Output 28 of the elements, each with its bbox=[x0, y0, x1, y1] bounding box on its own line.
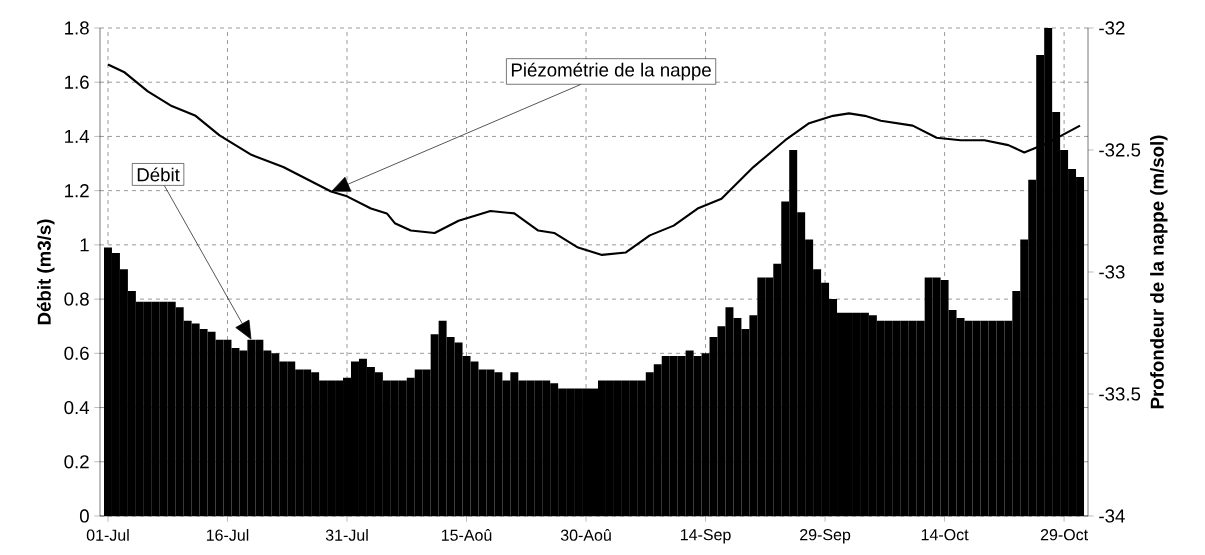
x-tick-label: 15-Aoû bbox=[441, 529, 492, 541]
y-tick-label: 1.4 bbox=[65, 130, 90, 143]
y-tick-label: 1.6 bbox=[65, 75, 89, 89]
x-tick-label: 29-Oct bbox=[1040, 529, 1088, 541]
y2-axis-title: Profondeur de la nappe (m/sol) bbox=[1150, 135, 1168, 409]
y-tick-label: 0.2 bbox=[64, 455, 89, 469]
x-tick-label: 14-Oct bbox=[921, 529, 969, 541]
y-tick-label: 0.4 bbox=[64, 400, 90, 415]
text: Débit bbox=[137, 167, 180, 182]
x-tick-label: 01-Jul bbox=[86, 529, 129, 541]
x-tick-label: 14-Sep bbox=[680, 529, 731, 544]
y2-tick-label: -33 bbox=[1099, 265, 1125, 279]
y2-tick-label: -32.5 bbox=[1099, 143, 1141, 157]
y2-tick-label: -32 bbox=[1099, 21, 1125, 35]
x-tick-label: 29-Sep bbox=[800, 529, 851, 544]
y-tick-label: 0.6 bbox=[64, 346, 89, 360]
y-tick-label: 1 bbox=[80, 238, 89, 252]
x-tick-label: 31-Jul bbox=[325, 529, 368, 541]
y-tick-label: 0 bbox=[79, 509, 89, 523]
y2-tick-label: -34 bbox=[1099, 509, 1125, 523]
y-tick-label: 0.8 bbox=[64, 292, 89, 306]
x-tick-label: 16-Jul bbox=[206, 529, 249, 541]
x-tick-label: 30-Aoû bbox=[560, 529, 611, 541]
y2-tick-label: -33.5 bbox=[1099, 387, 1141, 401]
text: Piézométrie de la nappe bbox=[511, 62, 711, 81]
y-tick-label: 1.2 bbox=[65, 184, 89, 198]
y-tick-label: 1.8 bbox=[65, 21, 89, 35]
y-axis-title: Débit (m3/s) bbox=[36, 219, 55, 325]
